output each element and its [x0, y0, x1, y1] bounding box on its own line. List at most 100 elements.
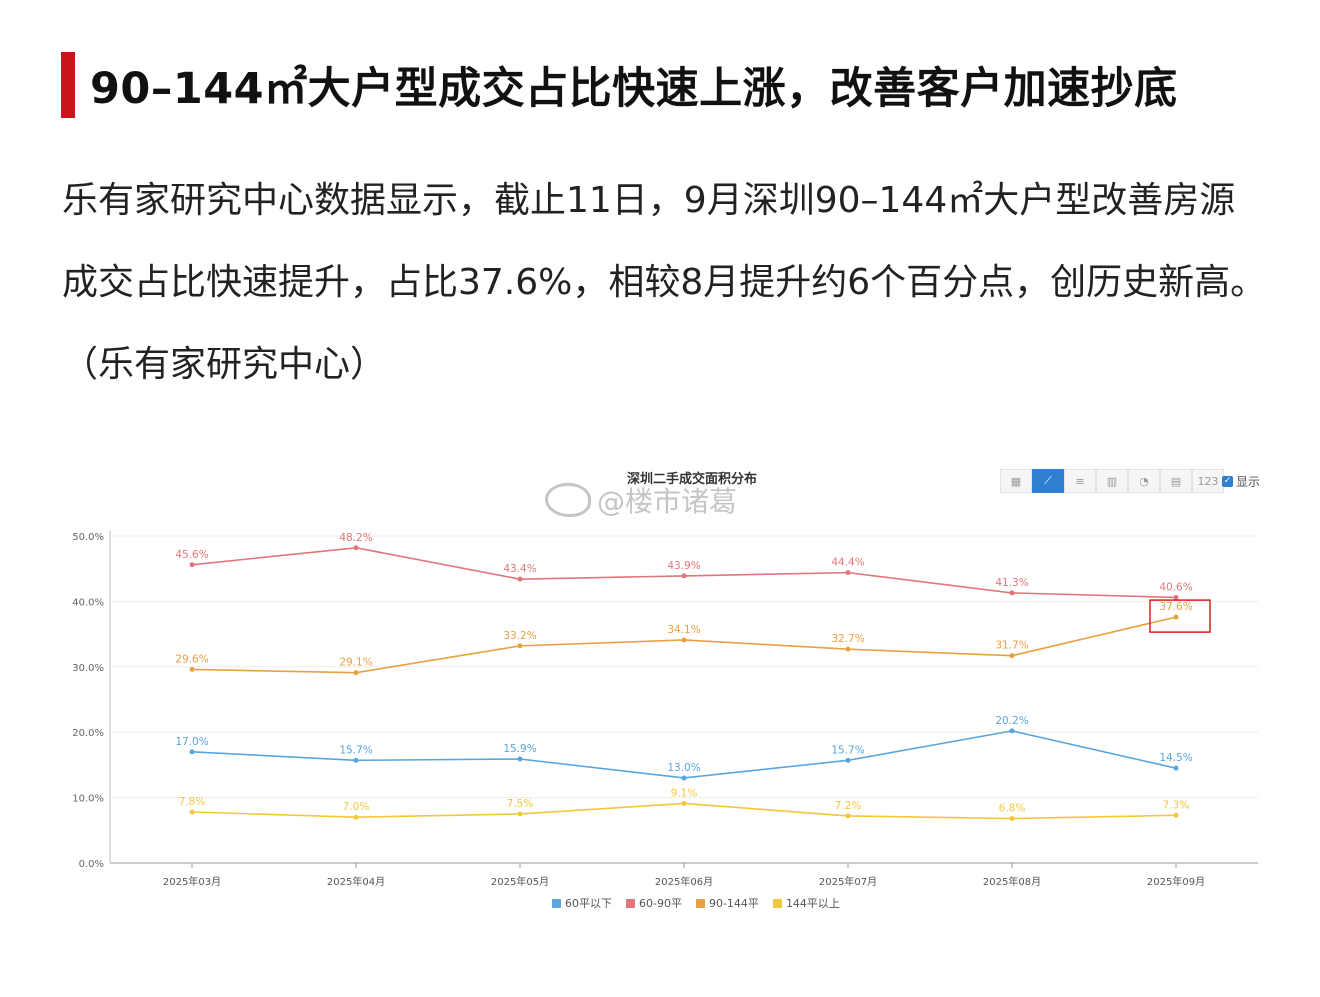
watermark: @楼市诸葛 [545, 480, 737, 520]
legend-item[interactable]: 144平以上 [772, 895, 840, 911]
x-tick-label: 2025年08月 [983, 875, 1041, 888]
data-point [845, 646, 851, 652]
data-label: 32.7% [831, 633, 864, 645]
legend-label: 60平以下 [565, 897, 612, 910]
data-label: 15.7% [339, 744, 372, 756]
data-label: 43.9% [667, 560, 700, 572]
data-label: 43.4% [503, 563, 536, 575]
data-point [517, 811, 523, 817]
data-point [681, 573, 687, 579]
data-point [1009, 653, 1015, 659]
number-icon[interactable]: 123 [1192, 469, 1224, 493]
chart-background [58, 453, 1268, 923]
data-label: 41.3% [995, 577, 1028, 589]
data-label: 20.2% [995, 715, 1028, 727]
data-point [189, 562, 195, 568]
data-point [845, 570, 851, 576]
legend-swatch [626, 898, 635, 908]
data-label: 44.4% [831, 557, 864, 569]
x-tick-label: 2025年06月 [655, 875, 713, 888]
data-label: 7.0% [343, 801, 370, 813]
y-tick-label: 10.0% [72, 794, 104, 805]
data-point [845, 757, 851, 763]
watermark-text: @楼市诸葛 [597, 485, 738, 518]
pie-icon[interactable]: ◔ [1128, 469, 1160, 493]
legend-swatch [695, 898, 705, 908]
data-label: 45.6% [175, 549, 208, 561]
legend-item[interactable]: 60平以下 [552, 895, 612, 911]
data-label: 29.1% [339, 657, 372, 669]
y-tick-label: 0.0% [79, 859, 104, 870]
data-point [1173, 812, 1179, 818]
data-point [353, 670, 359, 676]
data-label: 40.6% [1159, 581, 1192, 593]
data-point [189, 809, 195, 815]
series [189, 545, 1179, 822]
bar-vertical-icon[interactable]: ▥ [1096, 469, 1128, 493]
data-label: 7.2% [835, 800, 862, 812]
x-tick-label: 2025年04月 [327, 875, 385, 888]
show-label: 显示 [1236, 475, 1261, 489]
data-point [189, 749, 195, 755]
data-point [517, 643, 523, 649]
data-label: 31.7% [995, 640, 1028, 652]
data-label: 33.2% [503, 630, 536, 642]
data-labels: 17.0% 15.7% 15.9% 13.0% 15.7% 20.2% 14.5% 45.6%… [175, 532, 1192, 815]
legend-label: 90-144平 [708, 897, 759, 910]
data-point [353, 814, 359, 820]
data-label: 14.5% [1159, 752, 1192, 764]
data-label: 7.8% [179, 796, 206, 808]
data-label: 37.6% [1159, 601, 1192, 613]
data-point [353, 545, 359, 551]
data-point [353, 757, 359, 763]
grid [110, 535, 1258, 799]
legend-item[interactable]: 60-90平 [626, 895, 682, 911]
y-tick-label: 20.0% [72, 728, 104, 739]
table-icon[interactable]: ▦ [1000, 469, 1032, 493]
data-point [1173, 594, 1179, 600]
legend-swatch [552, 898, 561, 908]
y-tick-label: 40.0% [72, 597, 104, 608]
data-label: 48.2% [339, 532, 372, 544]
data-label: 7.3% [1163, 799, 1190, 811]
data-label: 15.9% [503, 743, 536, 755]
data-point [1009, 728, 1015, 734]
data-label: 17.0% [175, 736, 208, 748]
data-point [1173, 765, 1179, 771]
data-point [681, 800, 687, 806]
data-point [1009, 816, 1015, 822]
headline: 90–144㎡大户型成交占比快速上涨，改善客户加速抄底 [90, 64, 1178, 114]
chart-toolbar: ▦ ⟋ ≡ ▥ ◔ ▤ 123 [1000, 469, 1224, 493]
headline-accent-bar [61, 52, 75, 118]
stacked-bar-icon[interactable]: ▤ [1160, 469, 1192, 493]
data-label: 29.6% [175, 653, 208, 665]
data-label: 34.1% [667, 624, 700, 636]
data-label: 13.0% [667, 762, 700, 774]
data-point [1173, 614, 1179, 620]
x-tick-label: 2025年07月 [819, 875, 877, 888]
y-tick-label: 50.0% [72, 532, 104, 543]
data-point [681, 637, 687, 643]
x-tick-label: 2025年09月 [1147, 875, 1205, 888]
data-point [517, 756, 523, 762]
data-point [681, 775, 687, 781]
data-point [1009, 590, 1015, 596]
legend-item[interactable]: 90-144平 [695, 895, 759, 911]
chart-title: 深圳二手成交面积分布 [627, 471, 757, 487]
data-point [517, 576, 523, 582]
axes: 0.0% 10.0% 20.0% 30.0% 40.0% 50.0% 2025年03月 202… [72, 531, 1258, 888]
data-point [189, 666, 195, 672]
show-toggle[interactable]: ✓ 显示 [1222, 473, 1260, 490]
highlight-box [1149, 599, 1211, 633]
checkbox-icon[interactable]: ✓ [1222, 476, 1233, 487]
y-tick-label: 30.0% [72, 663, 104, 674]
data-label: 15.7% [831, 744, 864, 756]
data-point [845, 813, 851, 819]
data-label: 6.8% [999, 803, 1026, 815]
data-label: 7.5% [507, 798, 534, 810]
line-chart-icon[interactable]: ⟋ [1032, 469, 1064, 493]
legend-swatch [772, 898, 782, 908]
chart: 深圳二手成交面积分布 0.0% 10.0% 20.0% 30.0% 40.0% 50.0%… [58, 453, 1268, 923]
bar-horizontal-icon[interactable]: ≡ [1064, 469, 1096, 493]
x-tick-label: 2025年05月 [491, 875, 549, 888]
